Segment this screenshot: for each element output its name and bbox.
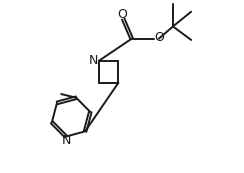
Text: N: N [89, 54, 98, 67]
Text: N: N [62, 134, 71, 147]
Text: O: O [117, 8, 127, 21]
Text: O: O [154, 31, 164, 44]
